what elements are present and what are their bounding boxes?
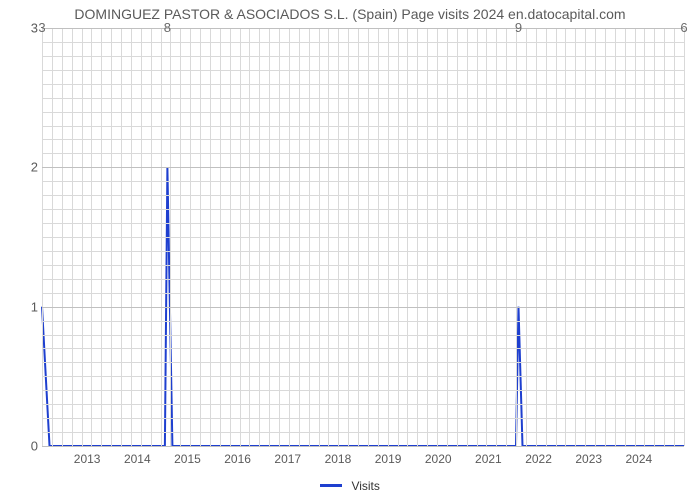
x-axis-label: 2020 bbox=[425, 452, 452, 466]
gridline-h bbox=[42, 153, 684, 154]
gridline-h bbox=[42, 418, 684, 419]
y-axis-label: 3 bbox=[8, 21, 38, 36]
chart-container: DOMINGUEZ PASTOR & ASOCIADOS S.L. (Spain… bbox=[0, 0, 700, 500]
y-axis-label: 1 bbox=[8, 299, 38, 314]
y-axis-label: 0 bbox=[8, 439, 38, 454]
gridline-h bbox=[42, 321, 684, 322]
legend: Visits bbox=[0, 478, 700, 493]
x-axis-label: 2014 bbox=[124, 452, 151, 466]
x-axis-label: 2016 bbox=[224, 452, 251, 466]
plot-area bbox=[42, 28, 684, 446]
gridline-h bbox=[42, 112, 684, 113]
x-axis-label: 2019 bbox=[375, 452, 402, 466]
gridline-h bbox=[42, 293, 684, 294]
gridline-h-major bbox=[42, 307, 684, 308]
gridline-h bbox=[42, 84, 684, 85]
x-axis-label: 2015 bbox=[174, 452, 201, 466]
gridline-h bbox=[42, 348, 684, 349]
y-axis-label: 2 bbox=[8, 160, 38, 175]
chart-title: DOMINGUEZ PASTOR & ASOCIADOS S.L. (Spain… bbox=[0, 6, 700, 22]
gridline-h bbox=[42, 126, 684, 127]
gridline-h bbox=[42, 265, 684, 266]
legend-label: Visits bbox=[351, 479, 379, 493]
gridline-h bbox=[42, 70, 684, 71]
gridline-h bbox=[42, 237, 684, 238]
x-axis-label: 2023 bbox=[575, 452, 602, 466]
x-axis-label: 2013 bbox=[74, 452, 101, 466]
gridline-h bbox=[42, 362, 684, 363]
gridline-h bbox=[42, 376, 684, 377]
gridline-h-major bbox=[42, 167, 684, 168]
gridline-h bbox=[42, 432, 684, 433]
gridline-h bbox=[42, 42, 684, 43]
gridline-h bbox=[42, 195, 684, 196]
spike-top-label: 6 bbox=[680, 20, 687, 35]
x-axis-label: 2018 bbox=[325, 452, 352, 466]
gridline-h bbox=[42, 209, 684, 210]
x-axis-label: 2017 bbox=[274, 452, 301, 466]
legend-swatch bbox=[320, 484, 342, 487]
gridline-v bbox=[684, 28, 685, 446]
x-axis-label: 2022 bbox=[525, 452, 552, 466]
gridline-h-major bbox=[42, 446, 684, 447]
gridline-h-major bbox=[42, 28, 684, 29]
gridline-h bbox=[42, 404, 684, 405]
x-axis-label: 2024 bbox=[626, 452, 653, 466]
gridline-h bbox=[42, 56, 684, 57]
spike-top-label: 8 bbox=[164, 20, 171, 35]
gridline-h bbox=[42, 98, 684, 99]
spike-top-label: 3 bbox=[38, 20, 45, 35]
spike-top-label: 9 bbox=[515, 20, 522, 35]
gridline-h bbox=[42, 223, 684, 224]
gridline-h bbox=[42, 335, 684, 336]
gridline-h bbox=[42, 139, 684, 140]
gridline-h bbox=[42, 181, 684, 182]
x-axis-label: 2021 bbox=[475, 452, 502, 466]
gridline-h bbox=[42, 279, 684, 280]
gridline-h bbox=[42, 390, 684, 391]
gridline-h bbox=[42, 251, 684, 252]
